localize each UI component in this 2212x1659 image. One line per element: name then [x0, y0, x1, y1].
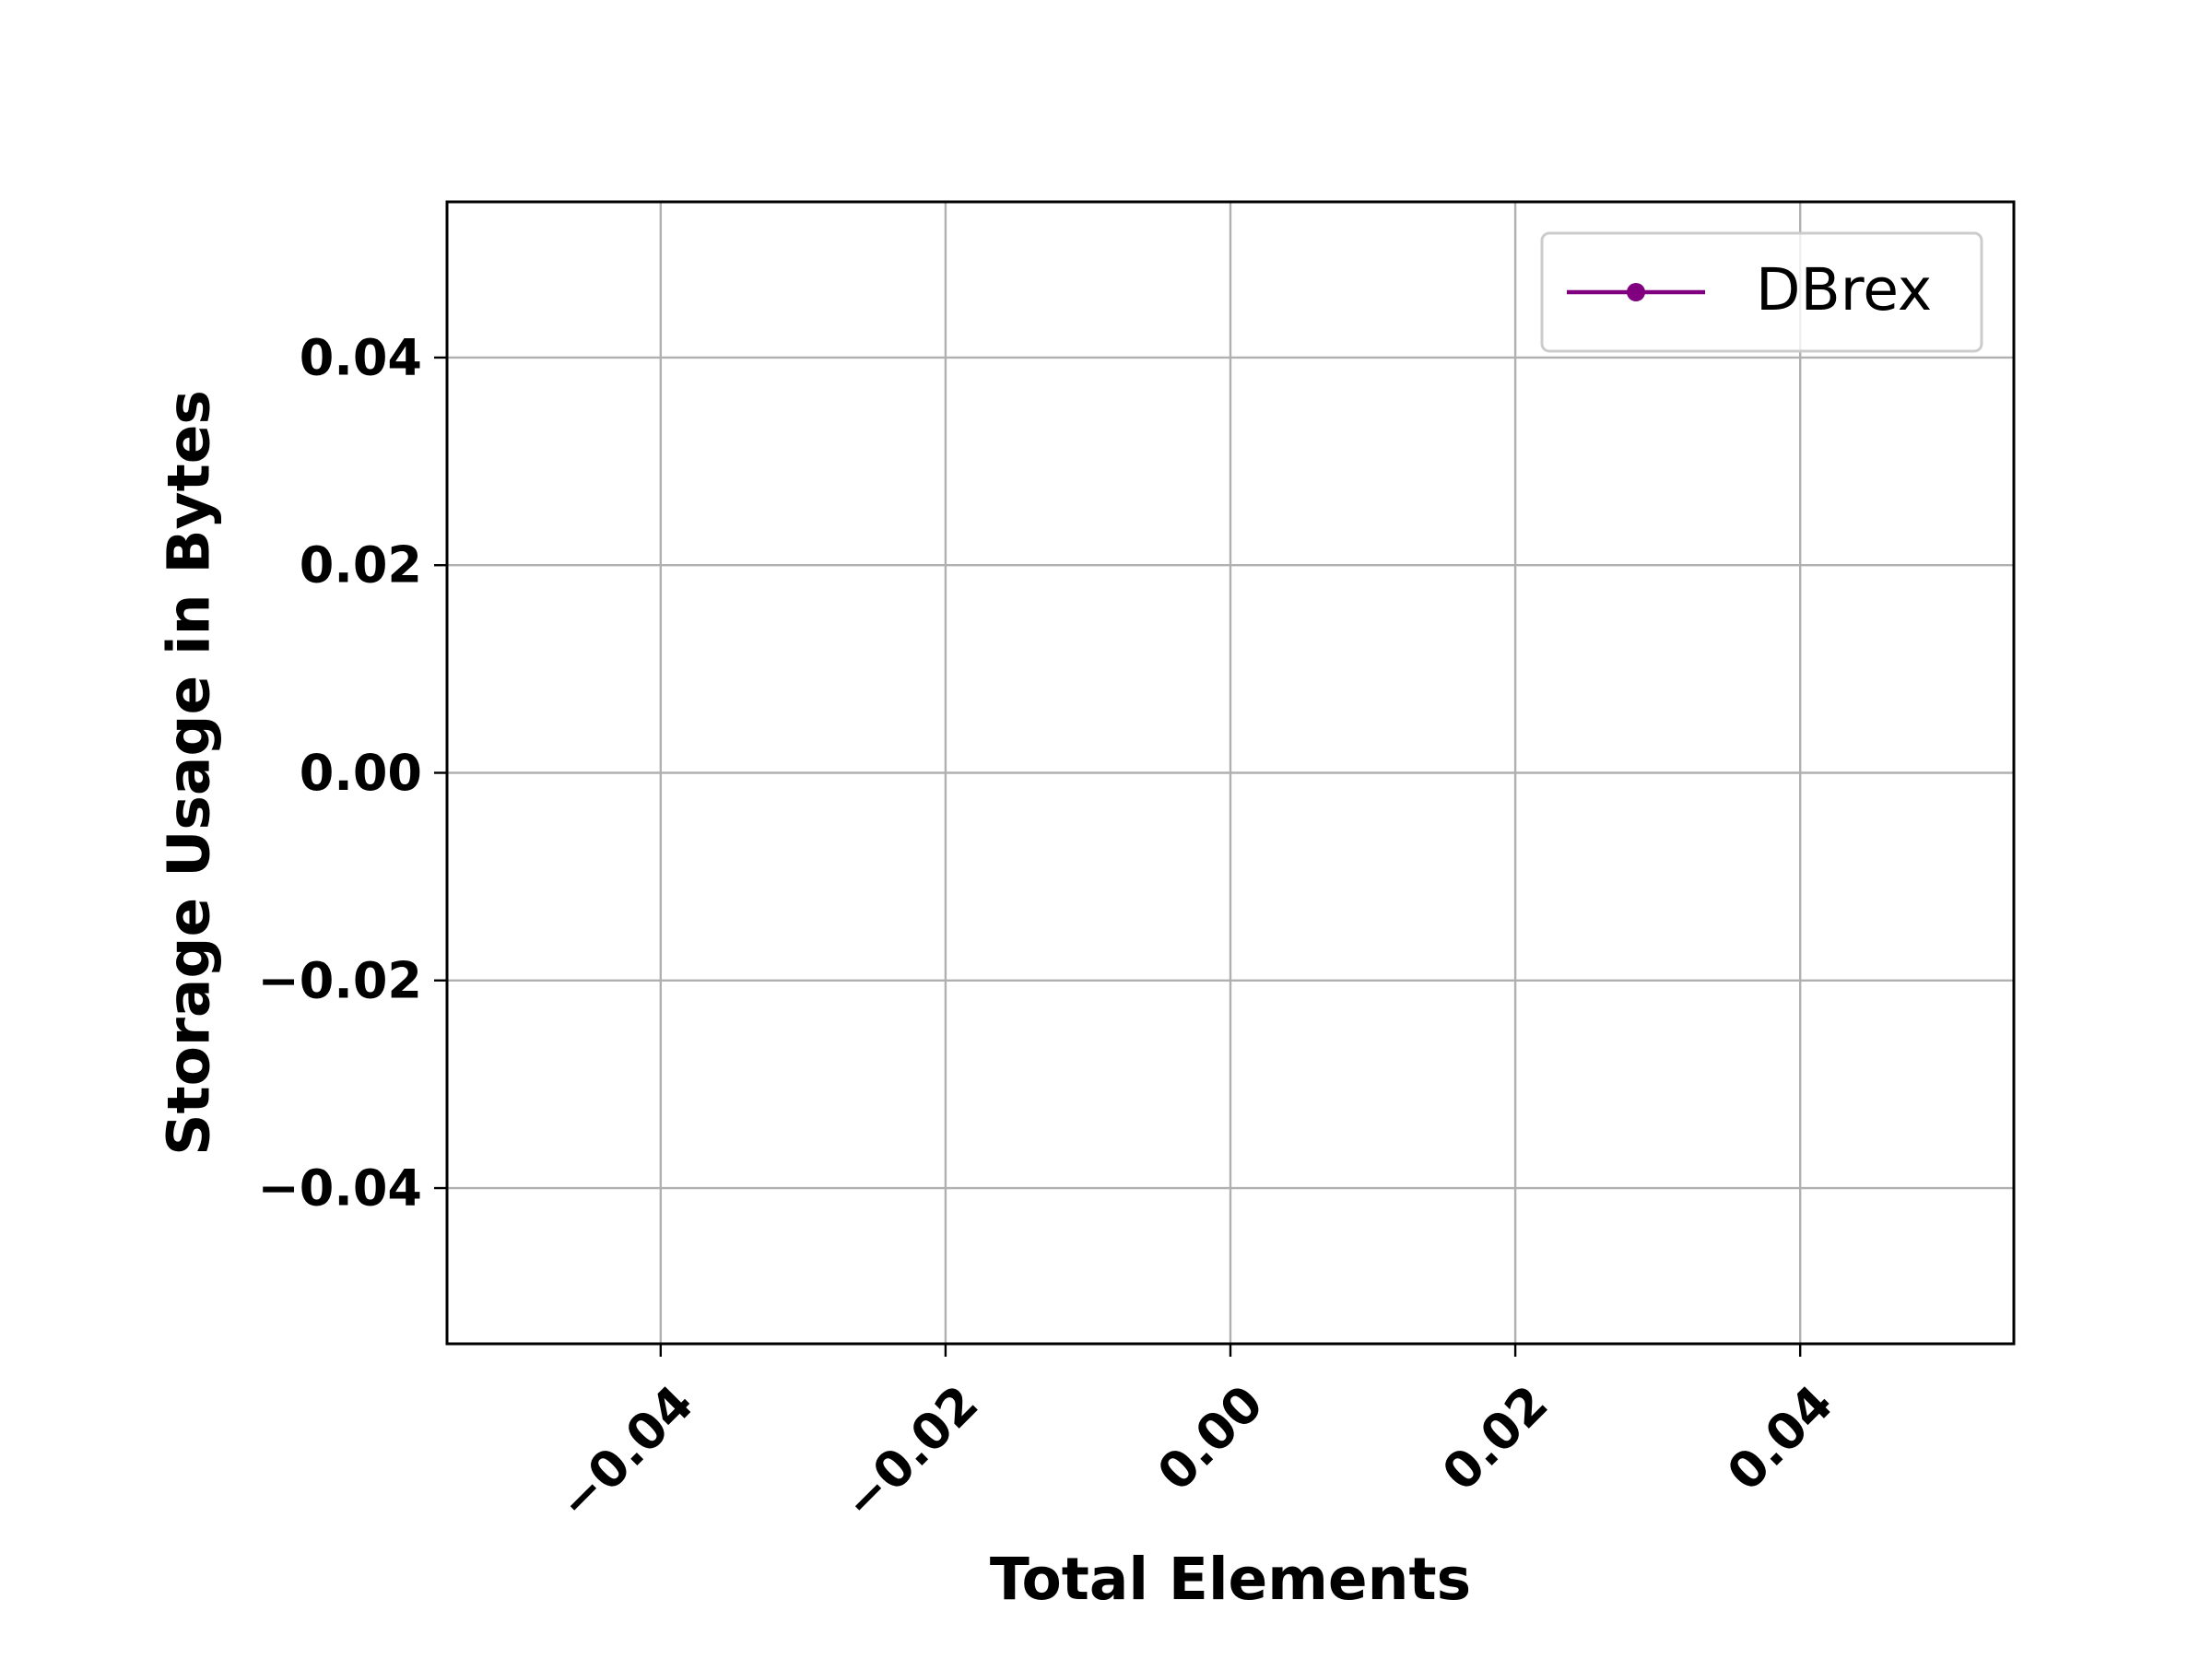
y-axis-label: Storage Usage in Bytes	[156, 390, 223, 1156]
legend-marker-icon	[1627, 283, 1645, 301]
y-tick-label-1: −0.02	[258, 951, 422, 1009]
y-tick-label-4: 0.04	[300, 328, 422, 386]
y-tick-label-0: −0.04	[258, 1159, 422, 1218]
y-axis-ticks: −0.04 −0.02 0.00 0.02 0.04	[258, 328, 447, 1218]
y-tick-label-2: 0.00	[300, 744, 422, 802]
legend-entry-label: DBrex	[1756, 256, 1932, 324]
grid	[447, 202, 2014, 1344]
legend-box	[1540, 231, 1983, 353]
y-tick-label-3: 0.02	[300, 536, 422, 594]
x-axis-label: Total Elements	[990, 1546, 1471, 1613]
legend: DBrex	[1540, 231, 1983, 353]
